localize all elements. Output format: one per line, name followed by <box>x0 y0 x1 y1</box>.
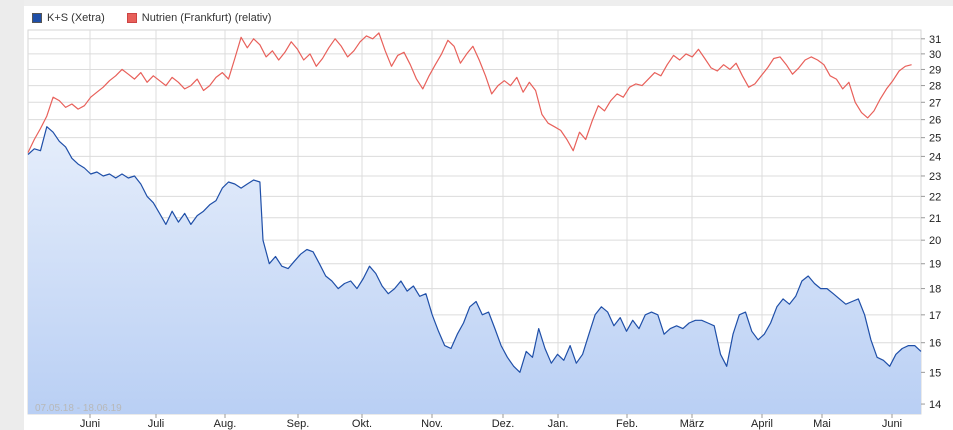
x-tick-label: Juni <box>80 418 100 430</box>
area-fill-layer <box>28 126 921 414</box>
x-tick-label: Feb. <box>616 418 638 430</box>
y-tick-label: 25 <box>929 133 941 145</box>
y-tick-label: 15 <box>929 367 941 379</box>
x-tick-label: Dez. <box>492 418 515 430</box>
legend-item-nutrien[interactable]: Nutrien (Frankfurt) (relativ) <box>126 12 272 24</box>
x-tick-label: Juli <box>148 418 165 430</box>
left-margin-strip <box>0 0 24 430</box>
y-tick-label: 14 <box>929 399 941 411</box>
y-tick-label: 20 <box>929 235 941 247</box>
series-line-ks[interactable] <box>27 126 922 373</box>
y-tick-label: 17 <box>929 310 941 322</box>
x-tick-label: Sep. <box>287 418 310 430</box>
legend-item-ks[interactable]: K+S (Xetra) <box>32 12 105 24</box>
y-tick-label: 29 <box>929 64 941 76</box>
y-tick-label: 18 <box>929 284 941 296</box>
top-rule <box>24 0 953 6</box>
legend-label-nutrien: Nutrien (Frankfurt) (relativ) <box>141 12 272 24</box>
legend-swatch-nutrien <box>126 13 137 23</box>
y-tick-label: 28 <box>929 81 941 93</box>
x-tick-label: Mai <box>813 418 831 430</box>
y-tick-label: 26 <box>929 115 941 127</box>
series-line-nutrien[interactable] <box>27 32 912 153</box>
y-tick-label: 21 <box>929 213 941 225</box>
x-tick-label: Aug. <box>214 418 237 430</box>
series-area-0 <box>28 126 921 414</box>
chart-legend: K+S (Xetra) Nutrien (Frankfurt) (relativ… <box>32 12 293 24</box>
y-tick-label: 22 <box>929 191 941 203</box>
x-tick-label: Nov. <box>421 418 443 430</box>
legend-swatch-ks <box>32 13 42 23</box>
axis-ticks: 14 15 16 17 18 19 20 21 22 23 24 25 26 27 28 29 30 31 Juni… <box>80 34 941 430</box>
x-tick-label: Okt. <box>352 418 372 430</box>
y-tick-label: 31 <box>929 34 941 46</box>
series-lines <box>27 32 922 373</box>
x-tick-label: März <box>680 418 704 430</box>
legend-label-ks: K+S (Xetra) <box>47 12 105 24</box>
y-tick-label: 19 <box>929 259 941 271</box>
y-tick-label: 16 <box>929 338 941 350</box>
date-range-label: 07.05.18 - 18.06.19 <box>35 403 122 414</box>
x-tick-label: Juni <box>882 418 902 430</box>
y-tick-label: 27 <box>929 97 941 109</box>
y-tick-label: 30 <box>929 49 941 61</box>
y-tick-label: 24 <box>929 151 941 163</box>
y-tick-label: 23 <box>929 171 941 183</box>
x-tick-label: Jan. <box>548 418 569 430</box>
x-tick-label: April <box>751 418 773 430</box>
